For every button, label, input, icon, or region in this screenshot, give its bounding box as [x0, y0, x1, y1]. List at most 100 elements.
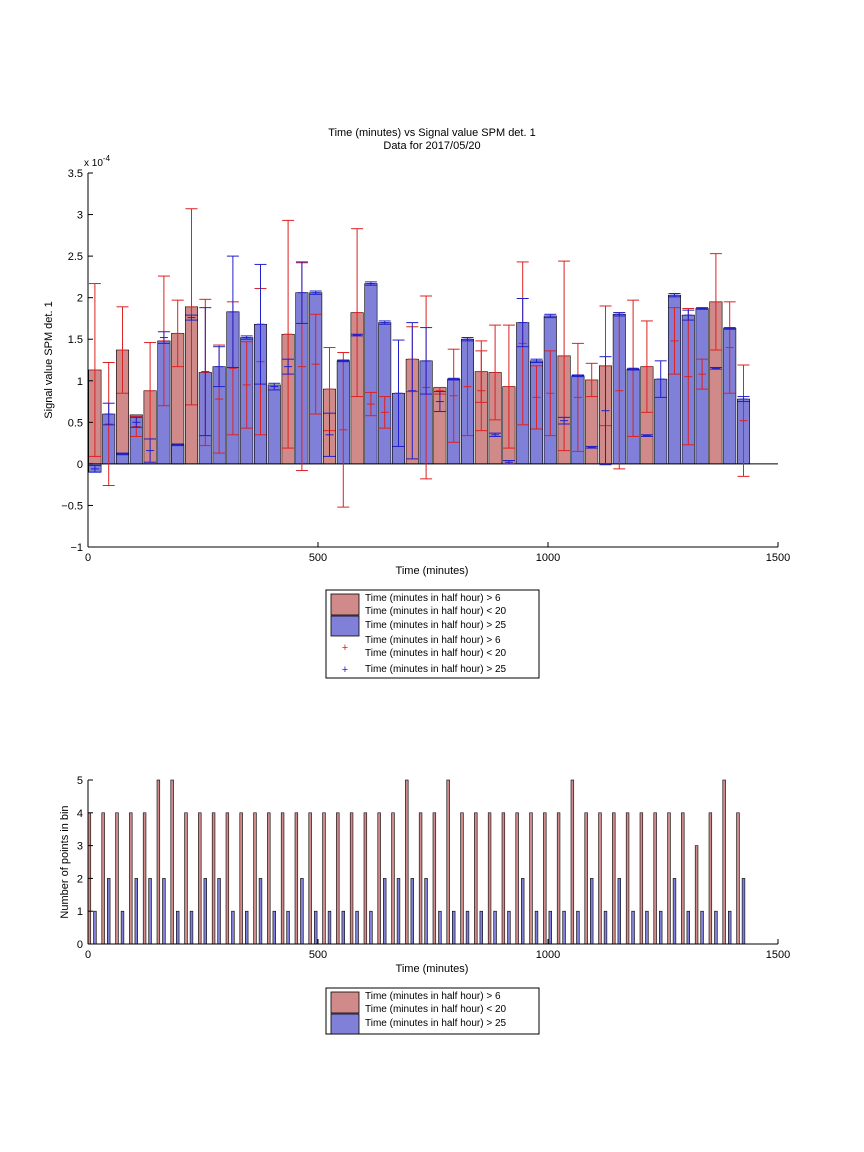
count-bar-blue — [120, 910, 125, 945]
count-bar-red — [101, 812, 105, 945]
y-tick-label: 2 — [77, 873, 83, 885]
count-bar-blue — [245, 910, 249, 945]
count-bar-red — [184, 812, 188, 945]
count-bar-blue — [493, 910, 497, 945]
count-bar-red — [667, 812, 671, 945]
count-bar-red — [515, 812, 519, 945]
x-tick-label: 1000 — [536, 949, 560, 961]
x-tick-label: 0 — [85, 552, 91, 564]
axes-layer: 0 500 1000 1500 0 1 2 3 4 5 — [77, 775, 790, 961]
count-bar-red — [253, 812, 257, 945]
count-bar-blue — [686, 910, 690, 945]
count-bar-red — [570, 779, 575, 945]
count-bar-blue — [217, 878, 221, 945]
count-bar-red — [211, 812, 216, 945]
count-bar-blue — [714, 910, 718, 945]
chart-title: Time (minutes) vs Signal value SPM det. … — [328, 127, 535, 139]
legend-label-redmarker-line2: Time (minutes in half hour) < 20 — [365, 648, 507, 659]
count-bar-red — [432, 812, 437, 945]
count-bar-red — [115, 812, 119, 945]
count-bar-red — [556, 812, 561, 945]
legend-swatch-red — [330, 991, 360, 1014]
count-bar-blue — [355, 910, 359, 945]
count-bar-blue — [631, 910, 635, 945]
legend-box — [325, 589, 540, 679]
count-bar-red — [377, 812, 381, 945]
y-tick-label: 1.5 — [68, 334, 83, 346]
count-bar-red — [294, 812, 299, 945]
count-bar-blue — [728, 910, 732, 945]
count-bar-red — [336, 812, 340, 945]
x-axis-label: Time (minutes) — [396, 963, 469, 975]
y-tick-label: 3.5 — [68, 168, 83, 180]
count-bar-red — [267, 812, 271, 945]
count-bar-blue — [562, 910, 566, 945]
signal-bar-overlay — [115, 453, 130, 465]
count-bar-red — [322, 812, 326, 945]
count-bar-blue — [410, 878, 414, 945]
count-bar-blue — [93, 910, 97, 945]
count-bar-blue — [176, 910, 180, 945]
count-bar-red — [225, 812, 230, 945]
count-bar-red — [694, 845, 699, 945]
count-bar-red — [543, 812, 547, 945]
count-bar-blue — [672, 878, 677, 945]
y-tick-label: 2 — [77, 293, 83, 305]
count-bar-blue — [590, 878, 594, 945]
count-bar-blue — [507, 910, 511, 945]
x-tick-label: 1500 — [766, 949, 790, 961]
count-bar-blue — [452, 910, 456, 945]
signal-bar — [267, 384, 281, 465]
signal-bar — [378, 322, 392, 465]
count-bar-red — [446, 779, 450, 945]
count-bar-red — [487, 812, 492, 945]
y-exponent-power: -4 — [103, 154, 111, 163]
legend-box — [325, 987, 540, 1035]
count-bar-blue — [148, 878, 152, 945]
count-bar-red — [239, 812, 243, 945]
count-bar-blue — [548, 910, 552, 945]
signal-bar-overlay — [171, 444, 185, 465]
y-tick-label: 0 — [77, 939, 83, 951]
y-tick-label: 0.5 — [68, 417, 83, 429]
x-tick-label: 1500 — [766, 552, 790, 564]
count-bar-blue — [576, 910, 580, 945]
count-bar-blue — [162, 878, 166, 945]
count-bar-blue — [659, 910, 663, 945]
count-bar-red — [156, 779, 161, 945]
x-tick-label: 500 — [309, 552, 327, 564]
count-bar-red — [612, 812, 616, 945]
count-bar-blue — [272, 910, 276, 945]
count-bar-red — [142, 812, 147, 945]
count-bar-red — [418, 812, 423, 945]
axes-layer: 0 500 1000 1500 −1 −0.5 0 0.5 1 1.5 2 2.5 3 3.5 — [61, 168, 790, 564]
legend-marker-blue: + — [342, 664, 348, 676]
errorbars-layer — [88, 208, 750, 508]
count-bar-blue — [327, 910, 332, 945]
count-bar-blue — [521, 878, 525, 945]
signal-bar — [364, 283, 378, 465]
count-bar-blue — [396, 878, 401, 945]
legend-label-blue: Time (minutes in half hour) > 25 — [365, 1018, 507, 1029]
legend: Time (minutes in half hour) > 6 Time (mi… — [325, 987, 540, 1035]
count-bar-blue — [189, 910, 194, 945]
count-bar-red — [625, 812, 630, 945]
count-bar-red — [405, 779, 409, 945]
count-bar-red — [639, 812, 644, 945]
count-bar-red — [681, 812, 685, 945]
y-tick-label: 1 — [77, 376, 83, 388]
count-bar-blue — [258, 878, 263, 945]
y-tick-label: −1 — [70, 542, 83, 554]
count-bar-blue — [231, 910, 235, 945]
count-bar-red — [501, 812, 506, 945]
count-chart: 0 500 1000 1500 0 1 2 3 4 5 Time (minutes) Number… — [59, 775, 790, 1035]
count-bar-blue — [645, 910, 649, 945]
count-bar-red — [129, 812, 133, 945]
legend-label-redmarker-line1: Time (minutes in half hour) > 6 — [365, 635, 501, 646]
y-tick-label: 1 — [77, 906, 83, 918]
count-bar-blue — [424, 878, 428, 945]
legend-label-red-line1: Time (minutes in half hour) > 6 — [365, 991, 501, 1002]
count-bar-red — [708, 812, 713, 945]
count-bar-blue — [134, 878, 138, 945]
